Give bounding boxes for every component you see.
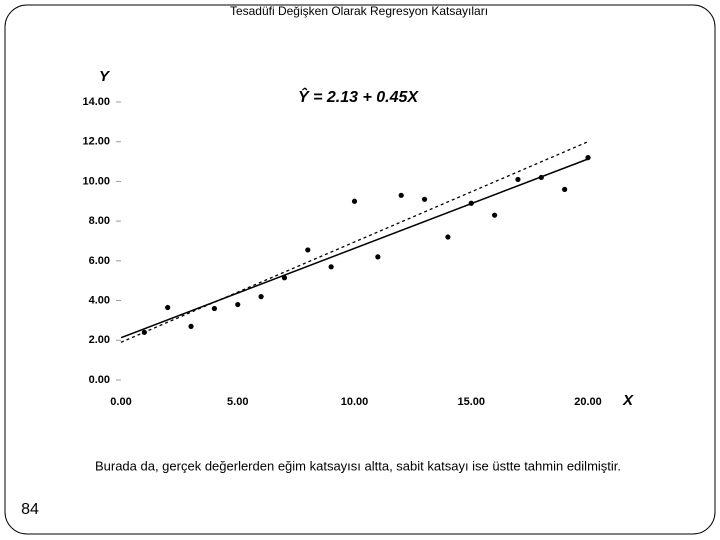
data-point	[351, 198, 358, 204]
y-tick-label: 2.00	[89, 334, 110, 346]
data-point	[165, 304, 171, 311]
x-tick-label: 0.00	[110, 396, 131, 408]
data-point	[281, 275, 288, 281]
data-point	[328, 264, 334, 270]
data-point	[562, 186, 568, 192]
y-axis-label: Y	[99, 68, 111, 85]
data-point	[235, 301, 241, 308]
y-tick-label: 8.00	[89, 215, 110, 227]
x-tick-label: 15.00	[457, 396, 485, 408]
y-tick-label: 6.00	[89, 255, 110, 267]
data-point	[585, 155, 591, 161]
data-point	[468, 200, 474, 206]
y-tick-label: 10.00	[82, 175, 110, 187]
caption: Burada da, gerçek değerlerden eğim katsa…	[95, 458, 621, 473]
y-tick-label: 12.00	[82, 136, 110, 148]
y-tick-label: 4.00	[89, 294, 110, 306]
page-number: 84	[21, 501, 39, 518]
fit-line	[120, 141, 589, 343]
x-axis-label: X	[622, 392, 634, 409]
y-tick-label: 0.00	[89, 374, 110, 386]
fit-line	[120, 158, 589, 339]
equation: Ŷ = 2.13 + 0.45X	[298, 87, 419, 106]
data-point	[258, 294, 264, 300]
x-tick-label: 10.00	[341, 396, 369, 408]
data-point	[211, 305, 217, 312]
data-point	[445, 234, 451, 240]
data-point	[141, 329, 147, 335]
data-point	[398, 192, 404, 198]
x-tick-label: 20.00	[574, 396, 602, 408]
data-point	[375, 254, 381, 260]
data-point	[188, 323, 194, 329]
data-point	[492, 212, 498, 218]
x-tick-label: 5.00	[227, 396, 248, 408]
data-point	[305, 247, 311, 253]
slide-title: Tesadüfi Değişken Olarak Regresyon Katsa…	[230, 4, 488, 18]
data-point	[421, 196, 428, 202]
slide-frame	[4, 4, 716, 535]
y-tick-label: 14.00	[82, 96, 110, 108]
data-point	[515, 176, 521, 183]
data-point	[538, 174, 544, 181]
